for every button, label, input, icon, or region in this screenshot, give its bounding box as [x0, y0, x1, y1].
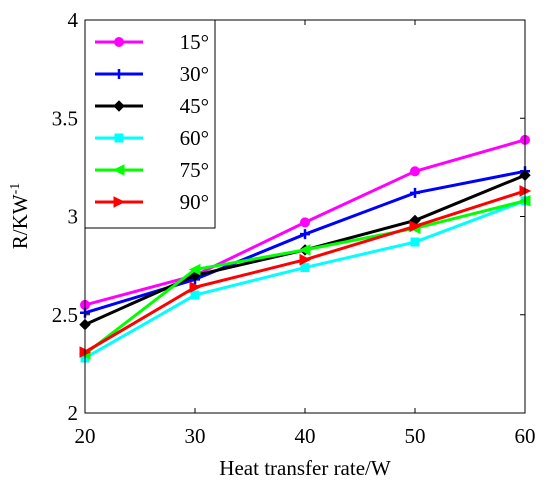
legend-label: 60°	[180, 126, 209, 150]
legend-item: 60°	[95, 126, 209, 150]
legend-item: 15°	[95, 30, 209, 54]
legend-label: 30°	[180, 62, 209, 86]
data-point	[190, 290, 200, 300]
legend-item: 75°	[95, 158, 209, 182]
x-tick-label: 40	[295, 424, 316, 448]
data-point	[299, 253, 312, 266]
y-axis-title: R/KW-1	[8, 183, 32, 250]
legend-marker	[113, 196, 126, 208]
y-tick-label: 2.5	[52, 303, 78, 327]
legend-item: 90°	[95, 190, 209, 214]
y-axis-title-exponent: -1	[8, 183, 23, 195]
legend-label: 45°	[180, 94, 209, 118]
data-point	[410, 237, 420, 247]
legend-marker	[114, 69, 124, 79]
x-tick-label: 30	[185, 424, 206, 448]
data-point	[409, 220, 422, 233]
legend-marker	[112, 164, 125, 176]
legend-label: 90°	[180, 190, 209, 214]
tick-group: 20 30 40 50 60 2 2.5 3 3.5 4	[52, 8, 536, 448]
y-axis-title-main: R/K	[8, 214, 32, 249]
data-point	[189, 281, 202, 294]
data-point	[300, 229, 310, 240]
y-tick-label: 3	[68, 205, 79, 229]
data-point	[410, 187, 420, 198]
y-tick-label: 3.5	[52, 106, 78, 130]
y-tick-label: 2	[68, 401, 79, 425]
data-point	[298, 244, 311, 256]
x-axis-title: Heat transfer rate/W	[219, 456, 391, 480]
data-point	[300, 217, 310, 228]
y-axis-title-unit: W	[8, 194, 32, 214]
legend-label: 15°	[180, 30, 209, 54]
legend-label: 75°	[180, 158, 209, 182]
data-point	[300, 263, 310, 273]
legend-marker	[113, 100, 125, 112]
y-tick-label: 4	[68, 8, 79, 32]
x-tick-label: 60	[515, 424, 536, 448]
legend-box	[84, 19, 216, 229]
legend-marker	[114, 133, 124, 143]
legend-item: 30°	[95, 62, 209, 86]
data-point	[188, 263, 201, 276]
x-tick-label: 50	[405, 424, 426, 448]
legend-item: 45°	[95, 94, 209, 118]
data-point	[410, 166, 420, 177]
x-tick-label: 20	[75, 424, 96, 448]
legend: 15° 30° 45° 60° 75° 90°	[84, 19, 216, 229]
legend-marker	[114, 37, 124, 47]
